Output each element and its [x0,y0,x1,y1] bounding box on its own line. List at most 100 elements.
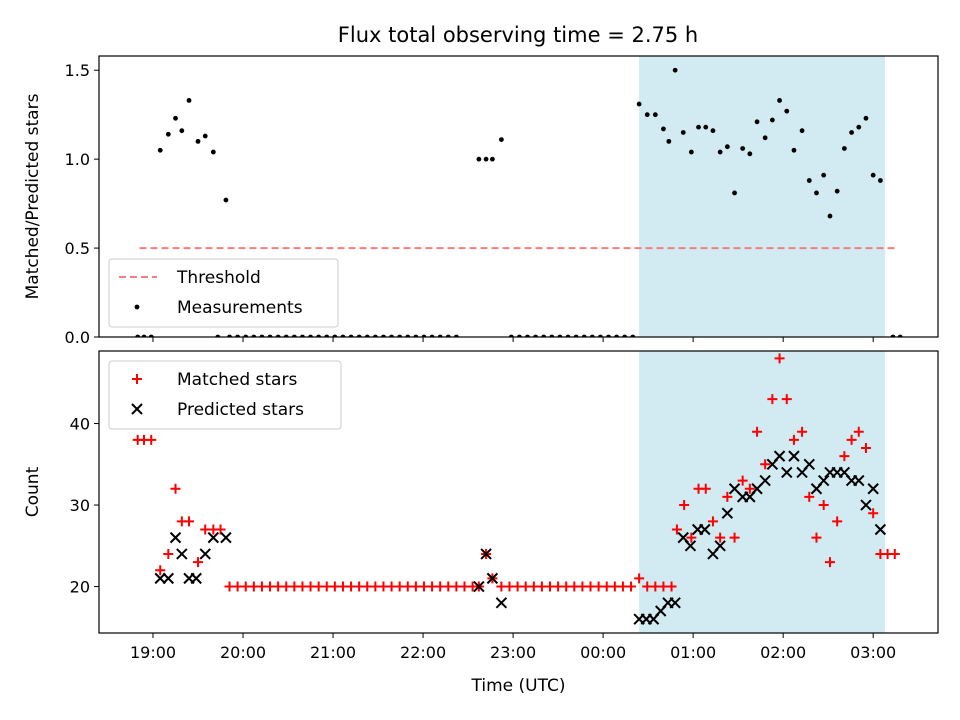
measurement-point [195,138,201,144]
x-tick-label: 01:00 [670,643,716,662]
measurement-point [740,146,746,151]
y-tick-label: 30 [70,496,90,515]
legend-matched-swatch [132,374,142,384]
measurement-point [849,130,854,135]
measurement-point [814,190,819,196]
predicted-star-point [773,450,786,462]
predicted-star-point [176,548,188,560]
legend-predicted-swatch [131,403,143,415]
matched-star-point [686,532,697,543]
y-tick-label: 0.5 [65,239,90,258]
measurement-point [680,130,686,135]
predicted-star-point [495,597,508,609]
matched-star-point [715,532,726,543]
measurement-point [841,146,847,151]
predicted-star-point [154,572,166,585]
matched-star-point [215,524,226,535]
plot-area [132,353,900,625]
measurement-point [777,98,782,103]
x-tick-label: 03:00 [850,643,896,662]
matched-star-point [184,516,195,527]
measurement-point [762,135,768,141]
matched-star-point [170,483,181,494]
measurement-point [717,149,723,155]
legend: Matched stars Predicted stars [108,360,342,430]
predicted-star-point [162,572,175,585]
matched-star-point [744,483,755,494]
y-axis-label: Matched/Predicted stars [23,93,43,299]
x-tick-label: 00:00 [580,643,626,662]
legend-measurement-swatch [134,304,140,310]
measurement-point [223,197,229,203]
panel-ratio: 0.0 0.5 1.0 1.5 Matched/Predicted stars Thres… [23,55,939,347]
matched-star-point [839,451,850,462]
measurement-point [661,126,666,132]
predicted-star-point [874,523,887,536]
measurement-point [498,137,504,142]
matched-star-point [760,459,771,470]
x-tick-label: 19:00 [130,643,176,662]
predicted-star-point [199,548,211,560]
axes-frame [98,55,939,338]
measurement-point [710,128,716,134]
measurement-point [173,115,178,121]
measurement-point [799,128,805,134]
matched-star-point [824,557,835,568]
legend-label: Threshold [176,268,261,288]
matched-star-point [846,434,857,445]
measurement-point [863,115,869,121]
matched-star-point [804,491,815,502]
y-tick-label: 1.5 [65,61,90,80]
predicted-star-point [867,483,879,495]
predicted-star-point [480,548,492,560]
matched-star-point [781,394,792,405]
matched-star-point [679,500,690,511]
measurement-point [703,124,709,130]
x-axis-label: Time (UTC) [471,676,566,696]
measurement-point [179,128,185,134]
measurement-point [747,151,753,157]
observing-window-band [639,351,885,633]
matched-star-point [700,483,711,494]
legend-box [108,258,339,328]
measurement-point [186,98,192,103]
matched-star-point [832,516,843,527]
y-tick-label: 1.0 [65,150,90,169]
matched-star-point [752,426,763,437]
predicted-star-point [669,597,681,609]
measurement-point [666,138,672,144]
measurement-point [202,133,208,139]
matched-star-point [860,442,871,453]
matched-star-point [634,573,645,584]
predicted-star-point [781,466,793,479]
measurement-point [834,188,840,194]
x-tick-label: 23:00 [490,643,536,662]
measurement-point [210,149,216,155]
measurement-point [672,67,678,73]
matched-star-point [737,475,748,486]
y-axis-label: Count [23,466,43,517]
legend-label: Matched stars [177,370,297,390]
matched-star-point [671,524,682,535]
plot-area [135,67,903,337]
predicted-star-point [169,531,182,544]
predicted-star-point [860,499,872,511]
matched-star-point [666,581,677,592]
x-tick-label: 22:00 [400,643,446,662]
predicted-star-point [817,474,830,487]
predicted-star-point [473,580,485,593]
matched-star-point [818,500,829,511]
x-tick-label: 21:00 [310,643,356,662]
measurement-point [696,124,701,130]
predicted-star-point [803,458,815,470]
measurement-point [688,149,694,155]
measurement-point [636,101,642,107]
x-tick-label: 20:00 [220,643,266,662]
matched-star-point [707,516,718,527]
matched-star-point [811,532,822,543]
measurement-point [827,213,833,219]
measurement-point [870,172,876,178]
legend-label: Predicted stars [177,400,304,420]
matched-star-point [193,557,204,568]
